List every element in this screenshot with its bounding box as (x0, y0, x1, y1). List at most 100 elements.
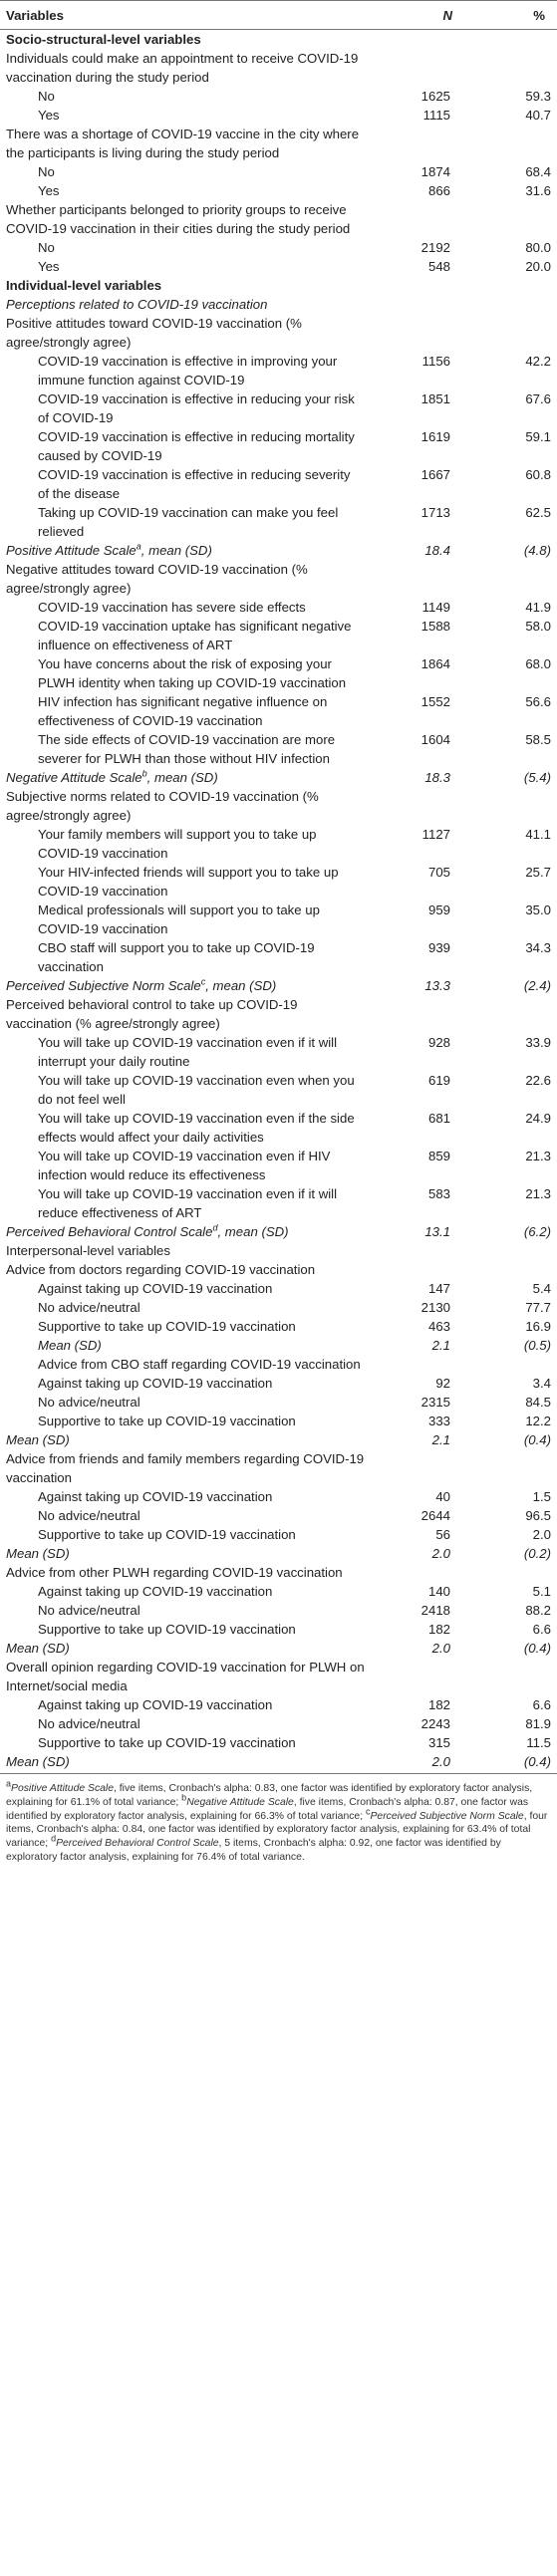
response-row: Against taking up COVID-19 vaccination 92… (0, 1374, 557, 1393)
variable-label-text: Yes (38, 108, 60, 123)
variable-label: COVID-19 vaccination is effective in red… (0, 427, 371, 465)
section-heading-row: Individual-level variables (0, 276, 557, 295)
scale-mean-row: Perceived Subjective Norm Scalec, mean (… (0, 976, 557, 995)
count-cell: 315 (427, 1735, 450, 1750)
variable-label-text: Yes (38, 259, 60, 274)
footnote-term: Positive Attitude Scale (11, 1783, 115, 1794)
count-cell: 92 (435, 1376, 450, 1391)
footnote-text: , four items, Cronbach's alpha: 0.84, on… (6, 1810, 548, 1850)
response-row: Yes 548 20.0 (0, 257, 557, 276)
count-cell: 1851 (420, 391, 450, 406)
count-cell: 959 (427, 902, 450, 917)
variable-label-text: Against taking up COVID-19 vaccination (38, 1489, 273, 1504)
percent-cell: 81.9 (525, 1716, 551, 1731)
variable-label-text: Yes (38, 183, 60, 198)
variable-label: There was a shortage of COVID-19 vaccine… (0, 125, 371, 162)
variable-label-text: Against taking up COVID-19 vaccination (38, 1281, 273, 1296)
response-row: Advice from CBO staff regarding COVID-19… (0, 1355, 557, 1374)
variable-label-suffix: , mean (SD) (140, 543, 212, 558)
variable-label: COVID-19 vaccination uptake has signific… (0, 617, 371, 654)
count-cell: 40 (435, 1489, 450, 1504)
count-cell: 463 (427, 1319, 450, 1334)
percent-cell: 35.0 (525, 902, 551, 917)
count-cell: 2418 (420, 1603, 450, 1618)
response-row: COVID-19 vaccination is effective in red… (0, 427, 557, 465)
percent-cell: 21.3 (525, 1186, 551, 1201)
variable-label-text: You will take up COVID-19 vaccination ev… (38, 1111, 355, 1145)
percent-cell (456, 49, 557, 87)
footnote-text: , 5 items, Cronbach's alpha: 0.92, one f… (6, 1838, 501, 1863)
count-cell (371, 995, 456, 1033)
variable-label: COVID-19 vaccination is effective in red… (0, 389, 371, 427)
variable-label-text: Perceived Behavioral Control Scale (6, 1224, 213, 1239)
variable-label-text: You will take up COVID-19 vaccination ev… (38, 1073, 355, 1107)
percent-cell: 56.6 (525, 694, 551, 709)
response-row: You have concerns about the risk of expo… (0, 654, 557, 692)
question-row: Advice from doctors regarding COVID-19 v… (0, 1260, 557, 1279)
response-row: The side effects of COVID-19 vaccination… (0, 730, 557, 768)
percent-cell: 34.3 (525, 940, 551, 955)
variable-label-text: You will take up COVID-19 vaccination ev… (38, 1186, 338, 1220)
question-row: Overall opinion regarding COVID-19 vacci… (0, 1658, 557, 1695)
count-cell: 2.0 (431, 1641, 450, 1656)
count-cell (371, 1260, 456, 1279)
variable-label-text: Perceived behavioral control to take up … (6, 997, 298, 1031)
variable-label-text: You will take up COVID-19 vaccination ev… (38, 1149, 331, 1182)
response-row: You will take up COVID-19 vaccination ev… (0, 1033, 557, 1071)
percent-cell: (0.5) (523, 1338, 551, 1353)
percent-cell: (0.4) (456, 1752, 557, 1774)
variable-label: You will take up COVID-19 vaccination ev… (0, 1033, 371, 1071)
count-cell: 147 (427, 1281, 450, 1296)
variable-label-text: Taking up COVID-19 vaccination can make … (38, 505, 339, 539)
percent-cell: 59.1 (525, 429, 551, 444)
header-variables: Variables (0, 0, 371, 30)
percent-cell: 41.9 (525, 600, 551, 615)
variable-label-text: Whether participants belonged to priorit… (6, 202, 351, 236)
variable-label-text: Mean (SD) (6, 1432, 70, 1447)
percent-cell: 5.1 (532, 1584, 551, 1599)
response-row: Against taking up COVID-19 vaccination 14… (0, 1582, 557, 1601)
variable-label-text: COVID-19 vaccination uptake has signific… (38, 619, 352, 652)
percent-cell (456, 125, 557, 162)
percent-cell: 2.0 (532, 1527, 551, 1542)
percent-cell: (0.4) (523, 1432, 551, 1447)
variable-label-text: Mean (SD) (6, 1754, 70, 1769)
percent-cell: 58.5 (525, 732, 551, 747)
percent-cell: 33.9 (525, 1035, 551, 1050)
variable-label: No (0, 162, 371, 181)
variable-label: You will take up COVID-19 vaccination ev… (0, 1109, 371, 1147)
variable-label: You will take up COVID-19 vaccination ev… (0, 1147, 371, 1184)
subsection-row: Perceptions related to COVID-19 vaccinat… (0, 295, 557, 314)
question-row: Interpersonal-level variables (0, 1241, 557, 1260)
variable-label: You will take up COVID-19 vaccination ev… (0, 1184, 371, 1222)
percent-cell: 6.6 (532, 1697, 551, 1712)
variable-label: Advice from other PLWH regarding COVID-1… (0, 1563, 371, 1582)
percent-cell: 80.0 (525, 240, 551, 255)
percent-cell (456, 1260, 557, 1279)
percent-cell (456, 295, 557, 314)
percent-cell: 21.3 (525, 1149, 551, 1163)
count-cell: 2243 (420, 1716, 450, 1731)
count-cell: 18.3 (424, 770, 450, 785)
percent-cell (456, 1449, 557, 1487)
percent-cell: 60.8 (525, 467, 551, 482)
variable-label: The side effects of COVID-19 vaccination… (0, 730, 371, 768)
percent-cell: 68.4 (525, 164, 551, 179)
variable-label: Supportive to take up COVID-19 vaccinati… (0, 1412, 371, 1430)
percent-cell: 3.4 (532, 1376, 551, 1391)
variable-label: Against taking up COVID-19 vaccination (0, 1487, 371, 1506)
variable-label-text: COVID-19 vaccination is effective in red… (38, 391, 355, 425)
variable-label-text: COVID-19 vaccination has severe side eff… (38, 600, 306, 615)
percent-cell: 22.6 (525, 1073, 551, 1088)
response-row: Against taking up COVID-19 vaccination 14… (0, 1279, 557, 1298)
count-cell: 1625 (420, 89, 450, 104)
footnote-marker: a (136, 541, 141, 552)
variable-label: No (0, 87, 371, 106)
variable-label: Medical professionals will support you t… (0, 901, 371, 938)
percent-cell (456, 1355, 557, 1374)
count-cell: 56 (435, 1527, 450, 1542)
percent-cell (456, 276, 557, 295)
count-cell (371, 1563, 456, 1582)
variable-label: Socio-structural-level variables (0, 30, 371, 50)
